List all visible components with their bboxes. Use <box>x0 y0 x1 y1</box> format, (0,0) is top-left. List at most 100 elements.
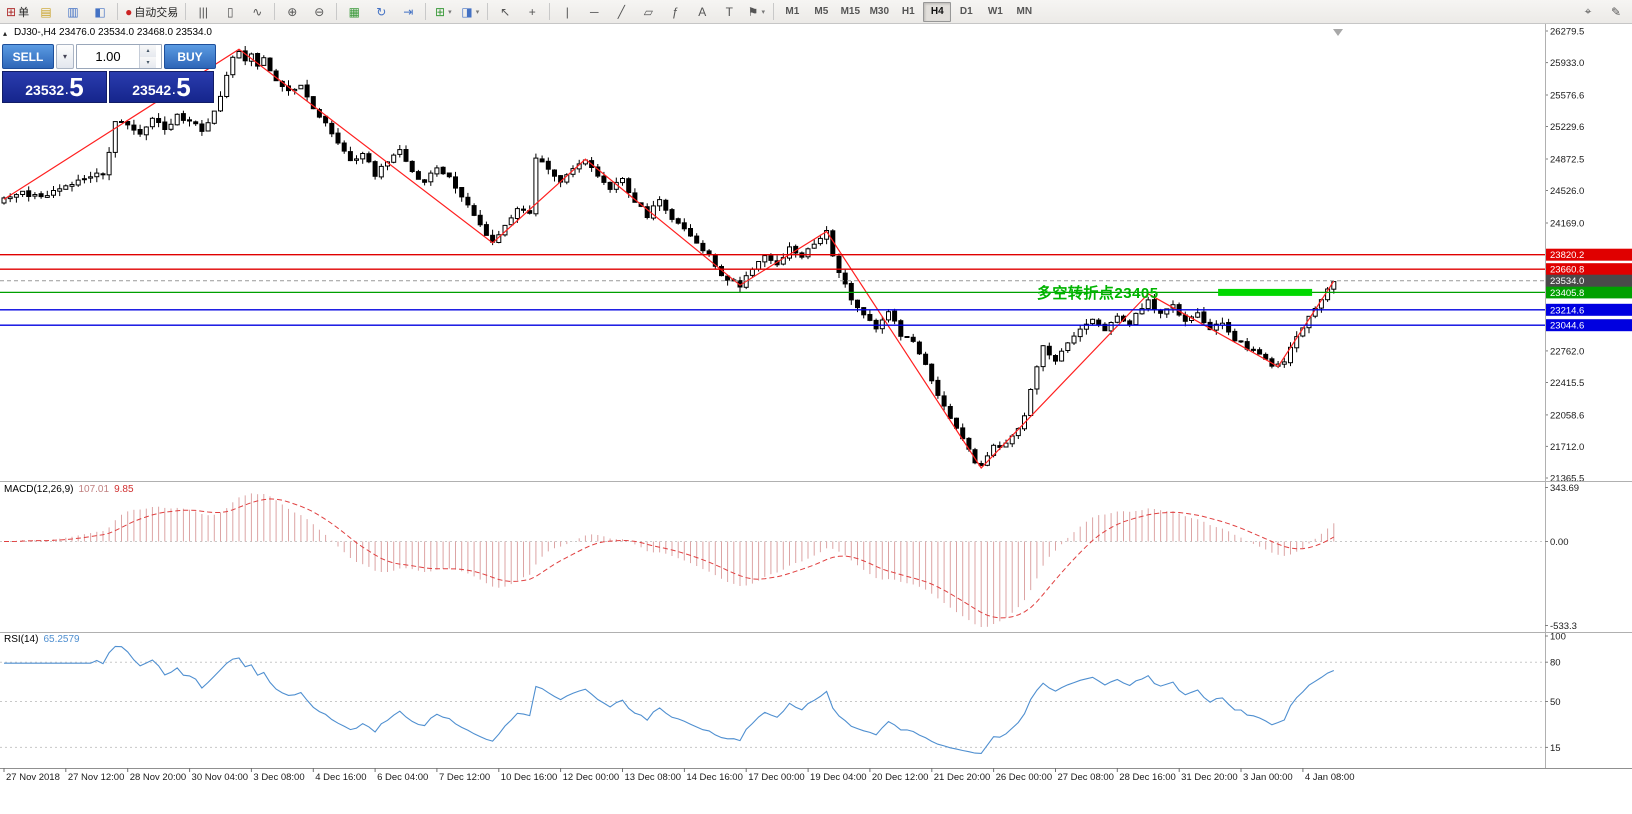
trade-panel-prices: 23532. 5 23542. 5 <box>2 71 216 103</box>
volume-input[interactable] <box>77 45 139 68</box>
buy-price-display[interactable]: 23542. 5 <box>109 71 214 103</box>
sell-button[interactable]: SELL <box>2 44 54 69</box>
candle <box>669 209 675 220</box>
timeframe-w1-button[interactable]: W1 <box>987 6 1003 17</box>
candle <box>483 224 489 236</box>
toolbar-divider <box>336 3 338 20</box>
chart-annotation-text[interactable]: 多空转折点23405 <box>1036 285 1159 303</box>
candle <box>1145 299 1151 310</box>
time-axis-label: 27 Nov 12:00 <box>68 772 125 783</box>
candle <box>1257 349 1263 355</box>
search-button[interactable]: ⌖ <box>1575 1 1601 23</box>
timeframe-d1-button[interactable]: D1 <box>959 6 973 17</box>
candle <box>1158 309 1164 314</box>
vertical-line-button[interactable]: | <box>554 1 580 23</box>
volume-up-icon[interactable]: ▴ <box>140 45 156 57</box>
text-label-button[interactable]: T <box>716 1 742 23</box>
tile-windows-button[interactable]: ▦ <box>341 1 367 23</box>
price-tick-label: 24526.0 <box>1550 186 1584 197</box>
timeframe-m1-button[interactable]: M1 <box>785 6 800 17</box>
chart-candles-button[interactable]: ▯ <box>217 1 243 23</box>
timeframe-h4-button[interactable]: H4 <box>923 1 952 22</box>
candle <box>552 169 557 177</box>
zoom-in-button[interactable]: ⊕ <box>279 1 305 23</box>
candle <box>180 113 186 121</box>
candle <box>434 167 440 175</box>
volume-down-icon[interactable]: ▾ <box>140 56 156 68</box>
candle <box>836 255 842 273</box>
candle <box>941 395 947 407</box>
channel-button[interactable]: ▱ <box>635 1 661 23</box>
candle <box>1201 311 1207 324</box>
chart-shift-button[interactable]: ⇥ <box>395 1 421 23</box>
text-icon: A <box>698 4 707 19</box>
current-price-badge <box>1546 274 1632 287</box>
toolbar-divider <box>185 3 187 20</box>
volume-field: ▴ ▾ <box>76 44 162 69</box>
trendline-button[interactable]: ╱ <box>608 1 634 23</box>
chart-bars-icon: ||| <box>198 4 208 19</box>
arrows-button[interactable]: ⚑ ▾ <box>743 1 769 23</box>
crosshair-button[interactable]: + <box>519 1 545 23</box>
edit-button[interactable]: ✎ <box>1603 1 1629 23</box>
candle <box>539 158 545 163</box>
timeframe-m5-button[interactable]: M5 <box>814 6 829 17</box>
time-axis-label: 14 Dec 16:00 <box>686 772 743 783</box>
candle <box>1232 330 1238 342</box>
candle <box>422 179 428 183</box>
candle <box>811 243 817 249</box>
chart-line-button[interactable]: ∿ <box>244 1 270 23</box>
price-badge-label: 23214.6 <box>1550 305 1584 316</box>
sell-price-display[interactable]: 23532. 5 <box>2 71 107 103</box>
candle <box>842 272 848 285</box>
timeframe-mn-button[interactable]: MN <box>1016 6 1033 17</box>
autotrading-button[interactable]: ● 自动交易 <box>125 4 179 19</box>
zoom-out-button[interactable]: ⊖ <box>306 1 332 23</box>
candle <box>261 57 267 66</box>
text-button[interactable]: A <box>689 1 715 23</box>
volume-dropdown-icon[interactable]: ▾ <box>56 44 74 69</box>
candle <box>360 153 366 160</box>
price-axis: 26279.5 25933.0 25576.6 25229.6 24872.5 24526… <box>1545 27 1584 484</box>
timeframe-h1-button[interactable]: H1 <box>901 6 915 17</box>
timeframe-m30-button[interactable]: M30 <box>869 6 890 17</box>
tile-windows-icon: ▦ <box>348 4 360 19</box>
macd-axis-label: -533.3 <box>1550 621 1577 632</box>
fibonacci-button[interactable]: ƒ <box>662 1 688 23</box>
cursor-button[interactable]: ↖ <box>492 1 518 23</box>
candle <box>1046 345 1052 356</box>
candle <box>1108 322 1114 332</box>
candle <box>954 417 959 429</box>
green-highlight-bar[interactable] <box>1218 288 1313 296</box>
new-order-button[interactable]: ⊞ 单 <box>6 4 30 19</box>
vertical-line-icon: | <box>565 4 569 19</box>
price-tick-label: 25229.6 <box>1550 122 1584 133</box>
timeframe-m15-button[interactable]: M15 <box>840 6 861 17</box>
candle <box>1226 322 1232 333</box>
candle <box>51 190 56 196</box>
navigator-button[interactable]: ▥ <box>60 1 86 23</box>
rsi-axis-label: 15 <box>1550 743 1561 754</box>
time-axis-label: 10 Dec 16:00 <box>501 772 558 783</box>
chart-shift-marker[interactable] <box>1333 29 1343 36</box>
chart-bars-button[interactable]: ||| <box>190 1 216 23</box>
auto-scroll-button[interactable]: ↻ <box>368 1 394 23</box>
candle <box>601 175 607 183</box>
panel-collapse-icon[interactable]: ▴ <box>3 29 8 38</box>
candle <box>156 118 162 123</box>
price-tick-label: 24169.0 <box>1550 218 1584 229</box>
buy-button[interactable]: BUY <box>164 44 216 69</box>
candle <box>1053 355 1058 362</box>
time-axis-label: 26 Dec 00:00 <box>996 772 1053 783</box>
crosshair-icon: + <box>528 4 536 19</box>
horizontal-line-button[interactable]: ─ <box>581 1 607 23</box>
candle <box>848 283 854 301</box>
market-watch-button[interactable]: ▤ <box>33 1 59 23</box>
templates-button[interactable]: ◨ ▾ <box>457 1 483 23</box>
new-chart-button[interactable]: ⊞ ▾ <box>430 1 456 23</box>
candle <box>1071 335 1077 344</box>
terminal-button[interactable]: ◧ <box>87 1 113 23</box>
time-axis-label: 4 Jan 08:00 <box>1305 772 1355 783</box>
candle <box>749 268 755 276</box>
macd-axis: 343.69 0.00 -533.3 <box>1545 483 1579 632</box>
